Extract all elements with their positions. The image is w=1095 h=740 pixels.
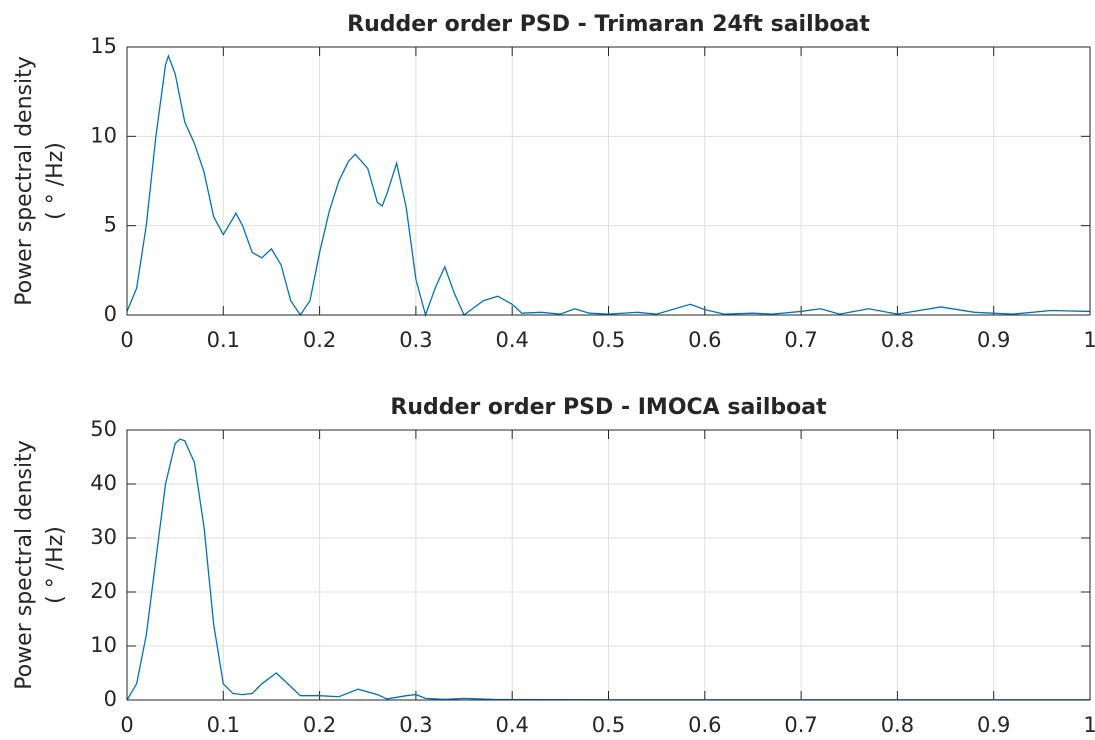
x-tick-label: 0 — [120, 328, 133, 352]
chart-title: Rudder order PSD - Trimaran 24ft sailboa… — [347, 12, 870, 37]
x-tick-label: 0.5 — [592, 328, 625, 352]
x-tick-label: 0.6 — [688, 713, 721, 737]
y-tick-label: 10 — [90, 633, 117, 657]
x-tick-label: 0.1 — [207, 328, 240, 352]
y-tick-label: 40 — [90, 471, 117, 495]
x-tick-label: 0.7 — [784, 713, 817, 737]
x-tick-label: 0.6 — [688, 328, 721, 352]
y-tick-label: 5 — [104, 213, 117, 237]
y-tick-label: 0 — [104, 687, 117, 711]
x-tick-label: 0.4 — [495, 328, 528, 352]
y-tick-label: 30 — [90, 525, 117, 549]
y-tick-label: 20 — [90, 579, 117, 603]
x-tick-label: 0.3 — [399, 713, 432, 737]
axes-box — [126, 429, 1091, 701]
x-tick-label: 0.8 — [881, 713, 914, 737]
x-tick-label: 0.9 — [977, 328, 1010, 352]
x-tick-label: 1 — [1083, 713, 1095, 737]
x-tick-label: 0.1 — [207, 713, 240, 737]
y-tick-label: 15 — [90, 34, 117, 58]
y-axis-label: ( ° /Hz) — [43, 142, 68, 220]
x-tick-label: 0.7 — [784, 328, 817, 352]
x-tick-label: 0.2 — [303, 713, 336, 737]
x-tick-label: 0 — [120, 713, 133, 737]
y-axis-label: Power spectral density — [12, 56, 37, 306]
x-tick-label: 0.4 — [495, 713, 528, 737]
x-tick-label: 0.5 — [592, 713, 625, 737]
x-tick-label: 0.3 — [399, 328, 432, 352]
psd-line — [126, 53, 1091, 318]
chart-title: Rudder order PSD - IMOCA sailboat — [390, 395, 827, 420]
y-tick-label: 0 — [104, 302, 117, 326]
x-tick-label: 0.2 — [303, 328, 336, 352]
axes-box — [126, 46, 1091, 316]
x-tick-label: 0.8 — [881, 328, 914, 352]
y-axis-label: ( ° /Hz) — [43, 526, 68, 604]
y-axis-label: Power spectral density — [12, 440, 37, 690]
x-tick-label: 1 — [1083, 328, 1095, 352]
x-tick-label: 0.9 — [977, 713, 1010, 737]
y-tick-label: 10 — [90, 123, 117, 147]
psd-line — [126, 438, 1090, 701]
y-tick-label: 50 — [90, 417, 117, 441]
